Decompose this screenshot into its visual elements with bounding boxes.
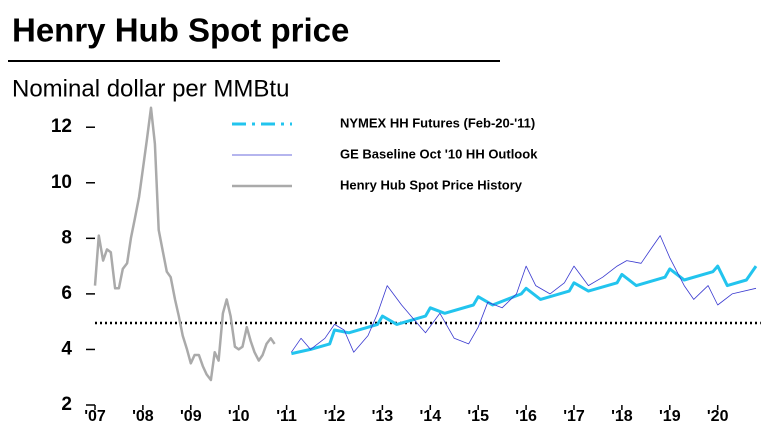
y-tick-label: 6 xyxy=(61,283,72,304)
legend-label: NYMEX HH Futures (Feb-20-'11) xyxy=(340,115,535,130)
y-tick-label: 10 xyxy=(51,172,72,193)
x-tick-label: '18 xyxy=(611,408,633,425)
x-tick-label: '07 xyxy=(84,408,106,425)
x-tick-label: '19 xyxy=(659,408,681,425)
x-tick-label: '12 xyxy=(324,408,346,425)
x-tick-label: '20 xyxy=(707,408,729,425)
series-line xyxy=(291,235,757,353)
x-tick-label: '13 xyxy=(372,408,394,425)
x-tick-label: '09 xyxy=(180,408,202,425)
x-tick-label: '14 xyxy=(419,408,441,425)
x-tick-label: '15 xyxy=(467,408,489,425)
x-tick-label: '17 xyxy=(563,408,585,425)
legend-label: Henry Hub Spot Price History xyxy=(340,177,523,192)
chart-title: Henry Hub Spot price xyxy=(12,12,349,49)
x-tick-label: '11 xyxy=(276,408,297,425)
x-tick-label: '16 xyxy=(515,408,537,425)
x-tick-label: '10 xyxy=(228,408,250,425)
series-line xyxy=(93,106,276,382)
x-tick-label: '08 xyxy=(132,408,154,425)
y-tick-label: 12 xyxy=(51,116,72,137)
y-tick-label: 4 xyxy=(61,338,72,359)
chart-subtitle: Nominal dollar per MMBtu xyxy=(12,75,289,102)
y-tick-label: 2 xyxy=(61,394,72,415)
legend-label: GE Baseline Oct '10 HH Outlook xyxy=(340,146,538,161)
y-tick-label: 8 xyxy=(61,227,72,248)
series-line xyxy=(291,264,758,356)
